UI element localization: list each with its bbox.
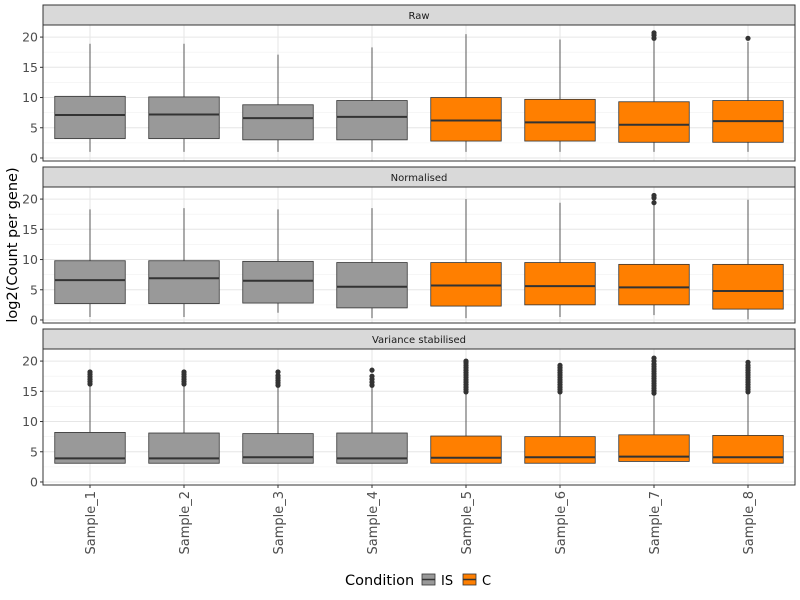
box-body <box>712 435 784 464</box>
outlier-point <box>463 358 469 364</box>
panel-title: Variance stabilised <box>372 335 466 346</box>
y-tick-label: 10 <box>22 414 38 429</box>
y-tick-label: 20 <box>22 192 38 207</box>
box-sample_6 <box>524 362 596 464</box>
box-sample_2 <box>148 43 220 152</box>
panel-background <box>43 349 795 485</box>
panel-title: Normalised <box>391 173 448 184</box>
box-sample_7 <box>618 192 690 316</box>
x-tick-label: Sample_1 <box>84 491 99 555</box>
box-sample_2 <box>148 208 220 317</box>
box-sample_6 <box>524 39 596 152</box>
x-tick-label: Sample_5 <box>460 491 475 555</box>
box-body <box>242 433 314 464</box>
y-tick-label: 20 <box>22 30 38 45</box>
box-sample_5 <box>430 199 502 319</box>
box-body <box>336 262 408 309</box>
y-tick-label: 5 <box>30 444 38 459</box>
x-tick-label: Sample_2 <box>178 491 193 555</box>
legend-item-is: IS <box>421 572 453 589</box>
outlier-point <box>745 35 751 41</box>
box-body <box>54 260 126 305</box>
panel-border <box>42 348 796 486</box>
x-tick-label: Sample_7 <box>648 491 663 555</box>
box-body <box>618 263 690 306</box>
panel-border <box>42 186 796 324</box>
outlier-point <box>87 369 93 375</box>
outlier-point <box>557 362 563 368</box>
y-tick-label: 20 <box>22 354 38 369</box>
outlier-point <box>275 372 281 379</box>
box-sample_1 <box>54 43 126 152</box>
box-sample_1 <box>54 369 126 464</box>
box-sample_4 <box>336 47 408 152</box>
box-body <box>524 436 596 464</box>
outlier-point <box>651 200 657 206</box>
legend-title: Condition <box>345 573 414 589</box>
box-sample_8 <box>712 199 784 320</box>
legend-item-label: IS <box>441 574 453 589</box>
box-sample_3 <box>242 209 314 313</box>
x-tick-label: Sample_6 <box>554 491 569 555</box>
box-body <box>148 260 220 305</box>
y-axis-label: log2(Count per gene) <box>5 167 21 322</box>
panel-2: Variance stabilised 0 5 10 15 20 <box>22 328 796 489</box>
box-sample_5 <box>430 358 502 464</box>
outlier-point <box>651 192 657 199</box>
outlier-point <box>369 367 375 373</box>
box-sample_8 <box>712 359 784 464</box>
y-tick-label: 15 <box>22 384 38 399</box>
y-tick-label: 0 <box>30 150 38 165</box>
box-body <box>54 95 126 140</box>
box-body <box>242 104 314 141</box>
y-tick-label: 0 <box>30 474 38 489</box>
outlier-point <box>275 369 281 375</box>
x-tick-label: Sample_8 <box>742 491 757 555</box>
outlier-point <box>651 30 657 36</box>
y-tick-label: 10 <box>22 252 38 267</box>
box-body <box>524 98 596 142</box>
y-tick-label: 0 <box>30 312 38 327</box>
outlier-point <box>651 355 657 361</box>
y-tick-label: 10 <box>22 90 38 105</box>
box-sample_5 <box>430 34 502 152</box>
box-body <box>712 263 784 310</box>
y-tick-label: 15 <box>22 222 38 237</box>
box-body <box>148 96 220 140</box>
box-sample_1 <box>54 209 126 317</box>
outlier-point <box>181 369 187 375</box>
legend-item-label: C <box>482 574 491 589</box>
panel-border <box>42 24 796 162</box>
box-sample_7 <box>618 355 690 462</box>
box-sample_8 <box>712 35 784 152</box>
y-tick-label: 5 <box>30 282 38 297</box>
x-tick-label: Sample_4 <box>366 491 381 555</box>
outlier-point <box>745 359 751 365</box>
box-body <box>430 97 502 142</box>
box-sample_7 <box>618 30 690 152</box>
box-body <box>242 260 314 304</box>
y-tick-label: 15 <box>22 60 38 75</box>
panel-title: Raw <box>408 11 429 22</box>
box-body <box>618 101 690 143</box>
box-sample_3 <box>242 369 314 464</box>
panel-1: Normalised 0 5 10 15 20 <box>22 166 796 327</box>
box-body <box>336 100 408 141</box>
y-tick-label: 5 <box>30 120 38 135</box>
box-sample_2 <box>148 369 220 464</box>
box-body <box>430 435 502 464</box>
x-tick-label: Sample_3 <box>272 491 287 555</box>
box-body <box>430 262 502 307</box>
box-sample_6 <box>524 202 596 317</box>
box-sample_4 <box>336 367 408 464</box>
panel-0: Raw 0 5 10 15 20 <box>22 4 796 165</box>
box-body <box>524 262 596 306</box>
legend: Condition IS C <box>345 572 491 589</box>
box-sample_3 <box>242 54 314 152</box>
legend-item-c: C <box>462 572 491 589</box>
box-sample_4 <box>336 208 408 319</box>
outlier-point <box>369 373 375 379</box>
